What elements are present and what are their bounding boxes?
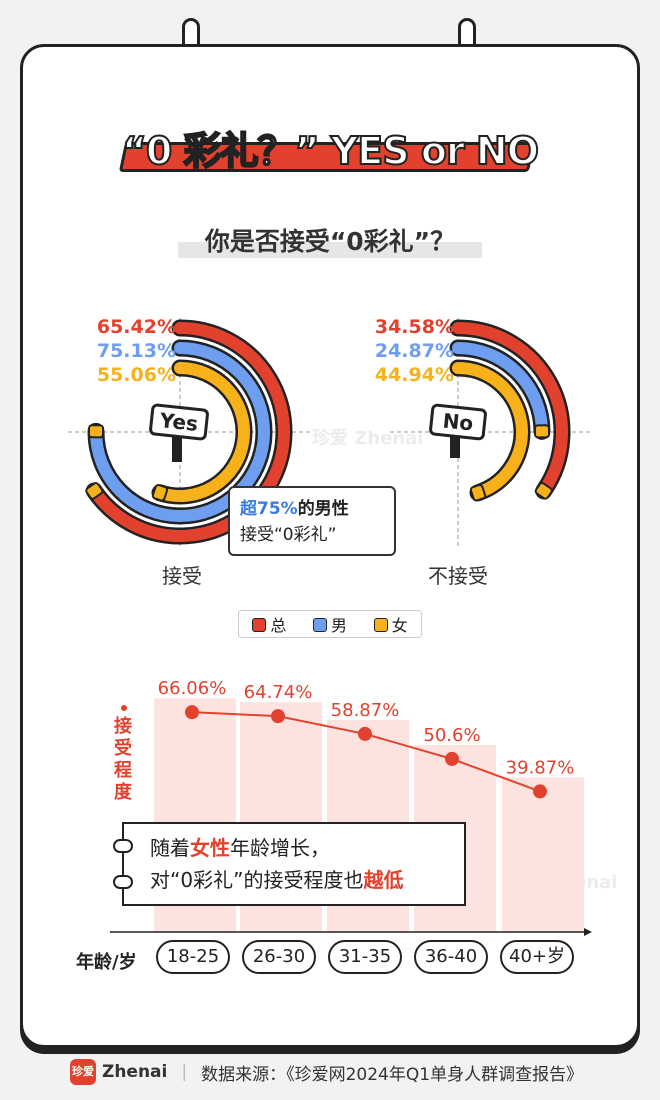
reject-coin-icon-male <box>533 424 551 439</box>
reject-arc-total <box>452 322 568 497</box>
reject-male-pct: 24.87% <box>374 340 454 362</box>
data-point-4 <box>533 784 547 799</box>
age-tick-1: 26-30 <box>242 940 316 974</box>
reject-coin-icon-female <box>469 484 487 502</box>
reject-total-pct: 34.58% <box>374 316 454 338</box>
data-label-2: 58.87% <box>331 700 400 721</box>
legend-swatch-total <box>252 618 267 632</box>
legend-swatch-female <box>373 618 388 632</box>
callout-line1: 超75%的男性 <box>240 496 384 522</box>
callout-highlight: 75% <box>257 499 298 519</box>
reject-arc-male <box>452 342 548 438</box>
accept-caption: 接受 <box>162 564 202 588</box>
accept-female-pct: 55.06% <box>96 364 176 386</box>
note-line2: 对“0彩礼”的接受程度也越低 <box>150 864 464 896</box>
legend-item-total: 总 <box>252 612 286 636</box>
no-sign-post <box>450 432 460 458</box>
footer-separator: | <box>181 1062 188 1082</box>
data-point-2 <box>358 726 372 741</box>
y-axis-dot <box>121 705 127 711</box>
note-line1-a: 随着 <box>150 836 190 860</box>
reject-arc-female <box>452 362 528 499</box>
accept-arc-total <box>88 322 290 542</box>
footer-brand: Zhenai <box>102 1062 168 1082</box>
data-label-0: 66.06% <box>158 678 227 699</box>
data-point-0 <box>185 705 199 720</box>
data-label-4: 39.87% <box>506 757 575 778</box>
accept-male-pct: 75.13% <box>96 340 176 362</box>
page-title: “0 彩礼？” YES or NO <box>121 128 540 174</box>
male-callout: 超75%的男性 接受“0彩礼” <box>228 486 396 556</box>
data-label-1: 64.74% <box>244 682 313 703</box>
reject-female-pct: 44.94% <box>374 364 454 386</box>
reject-coin-icon-total <box>534 482 553 500</box>
age-tick-0: 18-25 <box>156 940 230 974</box>
accept-coin-icon-total <box>85 482 104 500</box>
trend-note: 随着女性年龄增长， 对“0彩礼”的接受程度也越低 <box>113 822 466 906</box>
question-underline <box>178 242 482 258</box>
callout-part2: 的男性 <box>297 499 349 519</box>
note-line2-highlight: 越低 <box>363 868 404 892</box>
legend: 总 男 女 <box>238 610 422 638</box>
accept-total-pct: 65.42% <box>96 316 176 338</box>
callout-line2: 接受“0彩礼” <box>240 525 337 545</box>
x-axis-label: 年龄/岁 <box>76 952 137 973</box>
reject-caption: 不接受 <box>428 564 488 588</box>
age-bar-4 <box>502 777 584 932</box>
legend-item-male: 男 <box>312 612 347 636</box>
legend-item-female: 女 <box>373 612 408 636</box>
age-tick-3: 36-40 <box>414 940 488 974</box>
x-axis-arrow <box>584 928 592 936</box>
callout-part1: 超 <box>240 499 257 519</box>
note-line1-highlight: 女性 <box>190 836 230 860</box>
footer-source: 数据来源：《珍爱网2024年Q1单身人群调查报告》 <box>201 1064 584 1085</box>
data-label-3: 50.6% <box>423 725 480 746</box>
footer: 珍爱 Zhenai | 数据来源：《珍爱网2024年Q1单身人群调查报告》 <box>70 1056 650 1088</box>
question-text: 你是否接受“0彩礼”？ <box>204 227 456 256</box>
legend-label-total: 总 <box>270 616 287 635</box>
note-line1-b: 年龄增长， <box>230 836 330 860</box>
y-axis-label: 接受程度 <box>114 716 132 803</box>
accept-coin-icon-female <box>151 484 169 502</box>
note-line1: 随着女性年龄增长， <box>150 832 464 864</box>
accept-arc-female <box>153 362 250 502</box>
legend-label-female: 女 <box>391 616 408 635</box>
zhenai-logo-icon: 珍爱 <box>70 1059 96 1085</box>
question-heading: 你是否接受“0彩礼”？ <box>178 220 482 264</box>
accept-coin-icon-male <box>87 424 105 439</box>
title-banner: “0 彩礼？” YES or NO <box>110 116 550 176</box>
legend-label-male: 男 <box>330 616 347 635</box>
note-binder-icon <box>113 839 133 889</box>
yes-sign-post <box>172 432 182 462</box>
legend-swatch-male <box>312 618 327 632</box>
note-line2-a: 对“0彩礼”的接受程度也 <box>150 868 364 892</box>
age-tick-2: 31-35 <box>328 940 402 974</box>
data-point-3 <box>445 751 459 766</box>
data-point-1 <box>271 709 285 724</box>
watermark-top: 珍爱 Zhenai <box>312 428 424 449</box>
age-tick-4: 40+岁 <box>500 940 574 974</box>
